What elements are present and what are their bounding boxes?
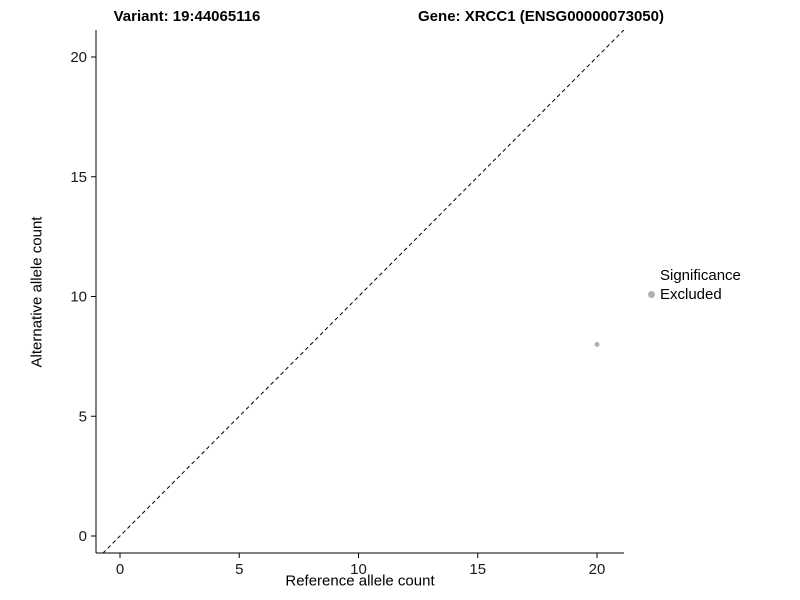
legend: Significance Excluded [643,267,741,303]
legend-key [643,291,660,298]
legend-item-label: Excluded [660,286,722,303]
legend-title: Significance [660,267,741,284]
x-tick-label: 15 [469,561,486,578]
y-tick-label: 5 [79,408,87,425]
variant-title: Variant: 19:44065116 [113,8,261,25]
x-tick-label: 10 [350,561,367,578]
x-axis-label: Reference allele count [285,572,435,590]
gene-title: Gene: XRCC1 (ENSG00000073050) [418,8,664,25]
y-tick-label: 20 [70,49,87,66]
x-tick-label: 0 [116,561,124,578]
x-tick-label: 20 [589,561,606,578]
data-point [594,341,600,347]
y-tick-label: 15 [70,169,87,186]
x-tick-label: 5 [235,561,243,578]
legend-item-excluded: Excluded [643,286,741,303]
excluded-point-icon [648,291,655,298]
identity-line [102,30,624,553]
y-tick-label: 0 [79,528,87,545]
y-tick-label: 10 [70,289,87,306]
